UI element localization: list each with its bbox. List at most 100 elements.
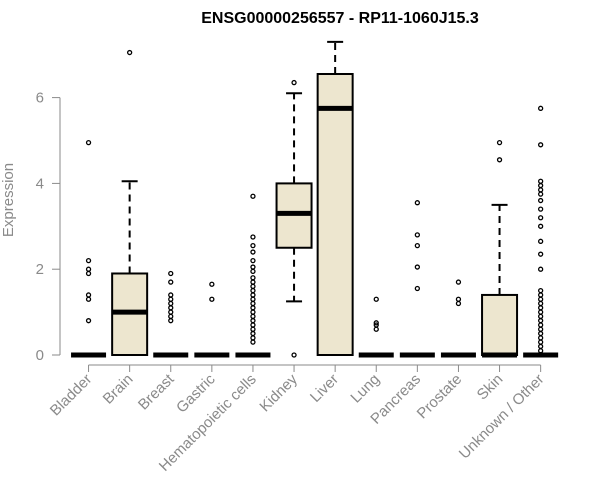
outlier-point: [538, 339, 544, 345]
outlier-point: [250, 234, 256, 240]
outlier-point: [85, 296, 92, 302]
box-lung: [358, 296, 394, 358]
box-gastric: [194, 281, 230, 358]
outlier-point: [250, 268, 256, 274]
outlier-point: [538, 313, 544, 320]
outlier-point: [538, 322, 544, 328]
outlier-point: [250, 279, 256, 285]
x-tick-label: Lung: [347, 371, 383, 407]
outlier-point: [538, 348, 544, 354]
outlier-point: [250, 275, 256, 281]
outlier-point: [250, 242, 256, 249]
outlier-point: [538, 326, 544, 332]
outlier-point: [538, 292, 544, 298]
outlier-point: [538, 266, 544, 272]
outlier-point: [538, 182, 544, 189]
outlier-point: [168, 296, 174, 302]
box-breast: [153, 270, 189, 358]
outlier-point: [291, 79, 297, 86]
outlier-point: [455, 279, 462, 285]
outlier-point: [538, 300, 544, 307]
y-tick-label: 0: [36, 347, 44, 364]
y-axis-label: Expression: [0, 163, 17, 237]
box-body: [481, 293, 519, 357]
outlier-point: [538, 335, 544, 341]
boxes-group: [71, 40, 559, 358]
outlier-point: [168, 279, 174, 285]
x-tick-label: Liver: [307, 371, 342, 406]
outlier-point: [250, 193, 256, 199]
outlier-point: [168, 318, 174, 324]
outlier-point: [85, 266, 92, 272]
outlier-point: [250, 330, 256, 337]
box-prostate: [440, 279, 476, 358]
outlier-point: [250, 287, 256, 294]
outlier-point: [250, 339, 256, 345]
outlier-point: [250, 283, 256, 290]
outlier-point: [250, 257, 256, 264]
outlier-point: [209, 296, 215, 302]
outlier-point: [538, 343, 544, 350]
outlier-point: [85, 292, 92, 298]
outlier-point: [85, 270, 92, 277]
outlier-point: [250, 313, 256, 320]
box-liver: [316, 40, 354, 356]
y-tick-label: 2: [36, 261, 44, 278]
outlier-point: [455, 300, 462, 307]
outlier-point: [538, 287, 544, 294]
outlier-point: [538, 105, 544, 111]
outlier-point: [126, 49, 133, 56]
outlier-point: [250, 296, 256, 302]
outlier-point: [414, 232, 421, 238]
outlier-point: [538, 142, 544, 148]
outlier-point: [538, 178, 544, 184]
outlier-point: [250, 305, 256, 311]
outlier-point: [538, 206, 544, 212]
outlier-point: [538, 187, 544, 193]
outlier-point: [538, 296, 544, 302]
outlier-point: [538, 223, 544, 229]
outlier-point: [85, 139, 92, 146]
outlier-point: [538, 197, 544, 204]
outlier-point: [168, 270, 174, 277]
outlier-point: [538, 305, 544, 311]
outlier-point: [168, 300, 174, 307]
box-brain: [111, 49, 149, 356]
outlier-point: [414, 264, 421, 270]
box-bladder: [71, 139, 107, 358]
box-skin: [481, 139, 519, 358]
outlier-point: [209, 281, 215, 287]
x-tick-label: Skin: [474, 371, 507, 404]
y-tick-label: 4: [36, 175, 44, 192]
outlier-point: [414, 200, 421, 206]
outlier-point: [250, 292, 256, 298]
outlier-point: [168, 309, 174, 315]
outlier-point: [538, 330, 544, 337]
x-tick-label: Bladder: [47, 371, 96, 420]
outlier-point: [250, 264, 256, 270]
outlier-point: [250, 309, 256, 315]
outlier-point: [291, 352, 297, 358]
box-pancreas: [399, 200, 435, 358]
outlier-point: [496, 139, 503, 146]
chart-title: ENSG00000256557 - RP11-1060J15.3: [201, 10, 479, 27]
outlier-point: [538, 215, 544, 221]
outlier-point: [538, 309, 544, 315]
outlier-point: [250, 326, 256, 332]
box-kidney: [275, 79, 313, 358]
x-tick-label: Breast: [135, 370, 178, 413]
outlier-point: [455, 296, 462, 302]
outlier-point: [168, 292, 174, 298]
outlier-point: [85, 257, 92, 264]
outlier-point: [538, 238, 544, 244]
x-tick-label: Kidney: [256, 370, 301, 415]
box-unknown-other: [523, 105, 559, 358]
outlier-point: [250, 322, 256, 328]
outlier-point: [373, 326, 379, 332]
outlier-point: [168, 305, 174, 311]
outlier-point: [496, 157, 503, 163]
y-axis: 0 2 4 6: [36, 90, 61, 364]
box-body: [316, 73, 354, 356]
